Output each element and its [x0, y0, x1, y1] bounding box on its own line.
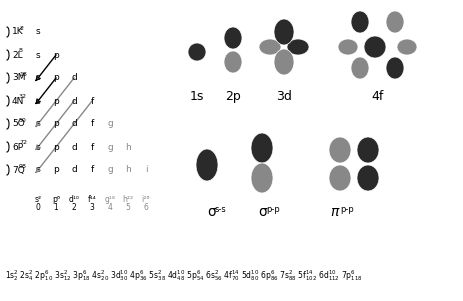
- Text: g: g: [107, 142, 113, 151]
- Ellipse shape: [338, 39, 358, 55]
- Text: i²⁶: i²⁶: [142, 195, 150, 204]
- Ellipse shape: [386, 11, 404, 33]
- Text: 0: 0: [36, 203, 40, 212]
- Ellipse shape: [224, 51, 242, 73]
- Ellipse shape: [274, 19, 294, 45]
- Text: 18: 18: [19, 72, 27, 76]
- Text: 6P: 6P: [12, 142, 23, 151]
- Text: 2L: 2L: [12, 51, 23, 60]
- Text: g: g: [107, 119, 113, 129]
- Text: i: i: [144, 166, 147, 175]
- Ellipse shape: [386, 57, 404, 79]
- Ellipse shape: [329, 165, 351, 191]
- Text: 50: 50: [19, 117, 27, 123]
- Text: h²²: h²²: [122, 195, 133, 204]
- Text: 3M: 3M: [12, 73, 25, 82]
- Text: 5O: 5O: [12, 119, 25, 129]
- Text: 72: 72: [19, 141, 27, 145]
- Text: g: g: [107, 166, 113, 175]
- Ellipse shape: [357, 137, 379, 163]
- Ellipse shape: [196, 149, 218, 181]
- Text: f: f: [90, 166, 94, 175]
- Text: p⁶: p⁶: [52, 195, 60, 204]
- Text: h: h: [125, 142, 131, 151]
- Text: d: d: [71, 73, 77, 82]
- Text: 2: 2: [72, 203, 76, 212]
- Ellipse shape: [351, 11, 369, 33]
- Ellipse shape: [274, 49, 294, 75]
- Text: 2p: 2p: [225, 90, 241, 103]
- Text: g¹⁸: g¹⁸: [105, 195, 115, 204]
- Ellipse shape: [224, 27, 242, 49]
- Text: 4f: 4f: [372, 90, 384, 103]
- Text: 1s: 1s: [190, 90, 204, 103]
- Text: p-p: p-p: [266, 205, 280, 214]
- Text: f: f: [90, 142, 94, 151]
- Text: 4: 4: [107, 203, 113, 212]
- Text: 7Q: 7Q: [12, 166, 25, 175]
- Ellipse shape: [251, 163, 273, 193]
- Ellipse shape: [188, 43, 206, 61]
- Ellipse shape: [357, 165, 379, 191]
- Text: 3d: 3d: [276, 90, 292, 103]
- Text: 1s$^2_2$ 2s$^2_4$ 2p$^6_{10}$ 3s$^2_{12}$ 3p$^6_{18}$ 4s$^2_{20}$ 3d$^{10}_{30}$: 1s$^2_2$ 2s$^2_4$ 2p$^6_{10}$ 3s$^2_{12}…: [5, 268, 363, 283]
- Text: 4N: 4N: [12, 97, 25, 105]
- Text: d: d: [71, 142, 77, 151]
- Text: s: s: [36, 166, 40, 175]
- Text: p-p: p-p: [340, 205, 354, 214]
- Text: 5: 5: [125, 203, 131, 212]
- Ellipse shape: [397, 39, 417, 55]
- Text: f: f: [90, 119, 94, 129]
- Text: p: p: [53, 73, 59, 82]
- Text: s²: s²: [34, 195, 42, 204]
- Ellipse shape: [259, 39, 281, 55]
- Text: s: s: [36, 142, 40, 151]
- Text: f: f: [90, 97, 94, 105]
- Text: p: p: [53, 97, 59, 105]
- Text: 8: 8: [19, 48, 23, 54]
- Text: σ: σ: [207, 205, 216, 219]
- Text: p: p: [53, 142, 59, 151]
- Text: 32: 32: [19, 95, 27, 100]
- Text: s: s: [36, 97, 40, 105]
- Text: s: s: [36, 119, 40, 129]
- Text: 1: 1: [54, 203, 58, 212]
- Text: f¹⁴: f¹⁴: [88, 195, 96, 204]
- Text: p: p: [53, 166, 59, 175]
- Text: π: π: [330, 205, 338, 219]
- Text: d: d: [71, 97, 77, 105]
- Ellipse shape: [251, 133, 273, 163]
- Text: s: s: [36, 73, 40, 82]
- Text: σ: σ: [258, 205, 267, 219]
- Text: d: d: [71, 119, 77, 129]
- Ellipse shape: [351, 57, 369, 79]
- Text: 1K: 1K: [12, 27, 24, 36]
- Text: p: p: [53, 119, 59, 129]
- Text: h: h: [125, 166, 131, 175]
- Text: 98: 98: [19, 163, 27, 169]
- Text: 3: 3: [89, 203, 94, 212]
- Ellipse shape: [364, 36, 386, 58]
- Text: s: s: [36, 51, 40, 60]
- Ellipse shape: [287, 39, 309, 55]
- Ellipse shape: [329, 137, 351, 163]
- Text: s-s: s-s: [215, 205, 227, 214]
- Text: p: p: [53, 51, 59, 60]
- Text: d: d: [71, 166, 77, 175]
- Text: s: s: [36, 27, 40, 36]
- Text: d¹⁰: d¹⁰: [69, 195, 80, 204]
- Text: 2: 2: [19, 26, 23, 30]
- Text: 6: 6: [144, 203, 149, 212]
